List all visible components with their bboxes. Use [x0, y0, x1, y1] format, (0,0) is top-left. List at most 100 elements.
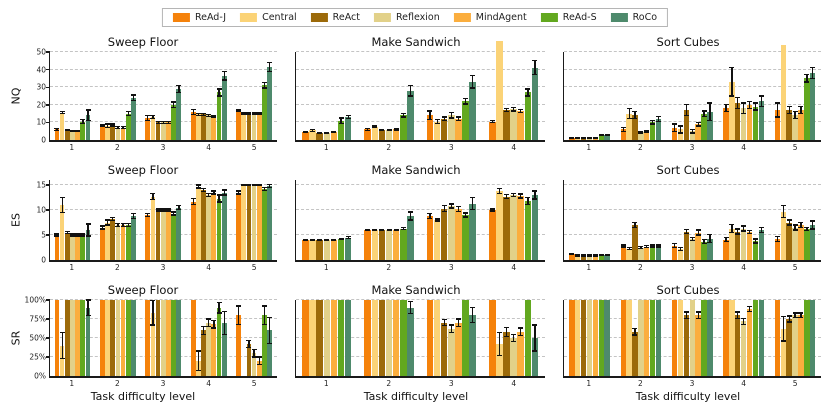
error-bar-cap: [216, 194, 222, 196]
error-bar-cap: [752, 238, 758, 240]
error-bar: [800, 222, 802, 228]
bar-reflexion: [448, 115, 455, 140]
legend-label: ReAct: [332, 12, 360, 23]
error-bar-cap: [201, 112, 206, 115]
error-bar-cap: [626, 107, 632, 109]
x-tick-label: 3: [160, 263, 166, 272]
bar-mindagent: [644, 300, 650, 376]
error-bar-cap: [115, 126, 121, 128]
error-bar-cap: [216, 88, 222, 90]
bar-central: [729, 300, 735, 376]
x-tick-label: 5: [251, 143, 257, 152]
error-bar-cap: [241, 113, 247, 115]
error-bar: [731, 224, 733, 233]
bar-read-s: [804, 229, 810, 260]
error-bar-cap: [393, 128, 399, 130]
y-tick-mark: [46, 356, 50, 358]
error-bar-cap: [150, 118, 156, 120]
error-bar-cap: [672, 246, 678, 249]
x-tick-label: 5: [251, 379, 257, 388]
bar-read-j: [774, 239, 781, 260]
error-bar-cap: [532, 324, 538, 326]
error-bar: [788, 315, 790, 323]
error-bar-cap: [372, 126, 378, 129]
error-bar-cap: [650, 246, 656, 248]
bar-react: [316, 132, 323, 140]
bar-reflexion: [206, 195, 212, 260]
subplot-title: Sweep Floor: [107, 35, 179, 49]
error-bar-cap: [64, 230, 70, 233]
error-bar-cap: [324, 239, 330, 242]
bar-central: [150, 117, 156, 140]
error-bar: [505, 194, 508, 199]
error-bar-cap: [120, 127, 126, 130]
bar-reflexion: [448, 328, 455, 376]
error-bar-cap: [650, 244, 656, 246]
error-bar-cap: [644, 129, 650, 131]
error-bar-cap: [650, 123, 656, 125]
error-bar-cap: [683, 311, 689, 313]
y-tick-label: 100%: [24, 295, 46, 305]
bar-read-s: [701, 300, 707, 376]
error-bar-cap: [211, 114, 217, 116]
y-tick-label: 0: [41, 255, 46, 265]
error-bar-cap: [672, 242, 678, 245]
error-bar: [457, 117, 460, 121]
error-bar-cap: [211, 190, 217, 192]
error-bar-cap: [160, 122, 166, 124]
error-bar-cap: [110, 219, 116, 222]
error-bar-cap: [393, 228, 399, 231]
legend-swatch-icon: [310, 13, 328, 22]
error-bar: [498, 332, 501, 356]
error-bar-cap: [236, 323, 242, 325]
error-bar-cap: [632, 226, 638, 229]
error-bar-cap: [518, 112, 524, 114]
bar-read-s: [262, 85, 267, 140]
bar-read-j: [620, 129, 626, 140]
bar-react: [201, 330, 206, 376]
bar-central: [780, 44, 786, 140]
error-bar: [106, 220, 109, 225]
error-bar: [443, 319, 445, 326]
bar-read-j: [364, 129, 371, 140]
bar-mindagent: [746, 309, 753, 376]
error-bar: [743, 103, 745, 114]
error-bar-cap: [632, 328, 638, 330]
bar-central: [433, 121, 441, 140]
bar-roco: [758, 300, 764, 376]
bar-mindagent: [211, 192, 217, 260]
error-bar-cap: [251, 183, 257, 186]
error-bar-cap: [810, 77, 816, 79]
bar-read-j: [569, 300, 575, 376]
x-tick-label: 1: [323, 263, 329, 272]
x-tick-label: 3: [689, 143, 695, 152]
error-bar-cap: [810, 220, 816, 222]
error-bar-cap: [518, 335, 524, 337]
bar-roco: [469, 315, 476, 376]
error-bar-cap: [503, 197, 509, 200]
error-bar-cap: [110, 125, 116, 127]
error-bar: [112, 124, 114, 126]
error-bar-cap: [85, 299, 91, 301]
error-bar-cap: [221, 189, 227, 191]
error-bar: [347, 236, 349, 239]
bar-read-j: [671, 245, 678, 260]
error-bar-cap: [206, 115, 212, 117]
y-tick-label: 10: [36, 117, 46, 127]
error-bar-cap: [503, 326, 509, 328]
error-bar-cap: [798, 316, 804, 319]
bar-read-s: [400, 115, 407, 140]
error-bar-cap: [195, 114, 201, 116]
bar-roco: [407, 307, 414, 376]
legend-item: ReAd-J: [172, 12, 226, 23]
gridline: [50, 51, 277, 52]
error-bar-cap: [581, 137, 587, 140]
error-bar: [760, 227, 762, 233]
error-bar: [213, 115, 215, 118]
error-bar-cap: [448, 207, 454, 209]
error-bar: [237, 110, 240, 112]
bar-read-j: [364, 230, 371, 260]
bar-roco: [707, 300, 713, 376]
error-bar-cap: [386, 228, 392, 231]
